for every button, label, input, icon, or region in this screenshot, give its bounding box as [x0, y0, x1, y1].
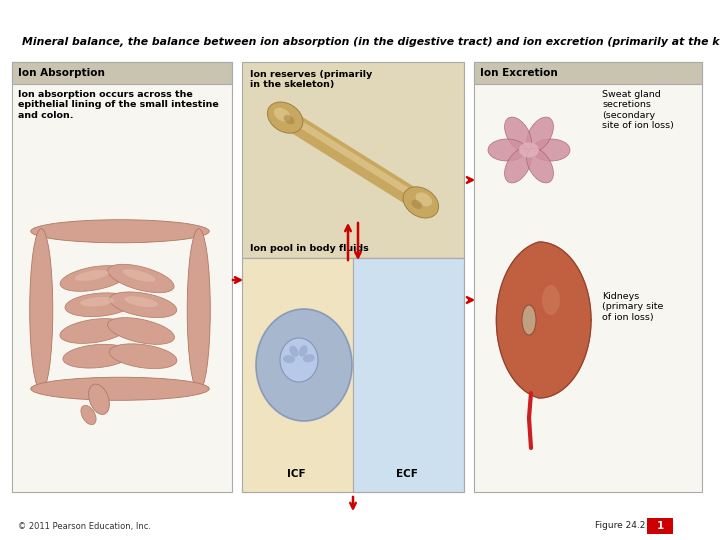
Ellipse shape	[75, 270, 109, 281]
FancyBboxPatch shape	[12, 62, 232, 84]
Text: 1: 1	[657, 521, 664, 531]
Polygon shape	[496, 242, 591, 398]
Text: © 2011 Pearson Education, Inc.: © 2011 Pearson Education, Inc.	[18, 522, 151, 530]
Ellipse shape	[108, 264, 174, 293]
Text: ECF: ECF	[396, 469, 418, 479]
Ellipse shape	[65, 293, 133, 316]
Ellipse shape	[122, 269, 156, 282]
Ellipse shape	[284, 115, 294, 124]
Ellipse shape	[60, 319, 127, 343]
Ellipse shape	[526, 117, 554, 152]
Ellipse shape	[526, 148, 554, 183]
Ellipse shape	[125, 296, 158, 307]
FancyBboxPatch shape	[353, 258, 464, 492]
Text: Ion absorption occurs across the
epithelial lining of the small intestine
and co: Ion absorption occurs across the epithel…	[18, 90, 219, 120]
Ellipse shape	[403, 187, 438, 218]
Text: Figure 24.2: Figure 24.2	[595, 522, 645, 530]
Ellipse shape	[63, 345, 131, 368]
Ellipse shape	[107, 318, 174, 345]
Text: Ion pool in body fluids: Ion pool in body fluids	[250, 244, 369, 253]
FancyBboxPatch shape	[12, 62, 232, 492]
Ellipse shape	[109, 344, 177, 369]
Text: Kidneys
(primary site
of ion loss): Kidneys (primary site of ion loss)	[602, 292, 663, 322]
Ellipse shape	[60, 266, 127, 291]
Ellipse shape	[505, 148, 531, 183]
Ellipse shape	[299, 345, 307, 356]
Ellipse shape	[505, 117, 531, 152]
FancyBboxPatch shape	[242, 62, 464, 258]
Ellipse shape	[109, 292, 177, 318]
Ellipse shape	[522, 305, 536, 335]
Ellipse shape	[30, 228, 53, 392]
Ellipse shape	[542, 285, 560, 315]
Ellipse shape	[519, 143, 539, 158]
Ellipse shape	[256, 309, 352, 421]
Ellipse shape	[187, 228, 210, 392]
Ellipse shape	[31, 377, 210, 400]
Text: Ion Excretion: Ion Excretion	[480, 68, 558, 78]
Ellipse shape	[532, 139, 570, 161]
Text: ICF: ICF	[287, 469, 305, 479]
Ellipse shape	[415, 192, 432, 206]
Text: Ion Absorption: Ion Absorption	[18, 68, 105, 78]
Ellipse shape	[31, 220, 210, 243]
Ellipse shape	[274, 107, 290, 122]
Ellipse shape	[81, 406, 96, 424]
Ellipse shape	[280, 338, 318, 382]
FancyBboxPatch shape	[242, 258, 353, 492]
Ellipse shape	[411, 200, 423, 209]
Ellipse shape	[283, 355, 295, 363]
Text: Sweat gland
secretions
(secondary
site of ion loss): Sweat gland secretions (secondary site o…	[602, 90, 674, 130]
FancyBboxPatch shape	[474, 62, 702, 492]
FancyBboxPatch shape	[647, 518, 673, 534]
Ellipse shape	[488, 139, 526, 161]
Text: Ion reserves (primarily
in the skeleton): Ion reserves (primarily in the skeleton)	[250, 70, 372, 90]
Text: Mineral balance, the balance between ion absorption (in the digestive tract) and: Mineral balance, the balance between ion…	[22, 37, 720, 47]
Ellipse shape	[89, 384, 109, 414]
Ellipse shape	[289, 346, 299, 357]
Ellipse shape	[267, 102, 303, 133]
Ellipse shape	[303, 354, 315, 362]
FancyBboxPatch shape	[474, 62, 702, 84]
Ellipse shape	[80, 297, 114, 307]
